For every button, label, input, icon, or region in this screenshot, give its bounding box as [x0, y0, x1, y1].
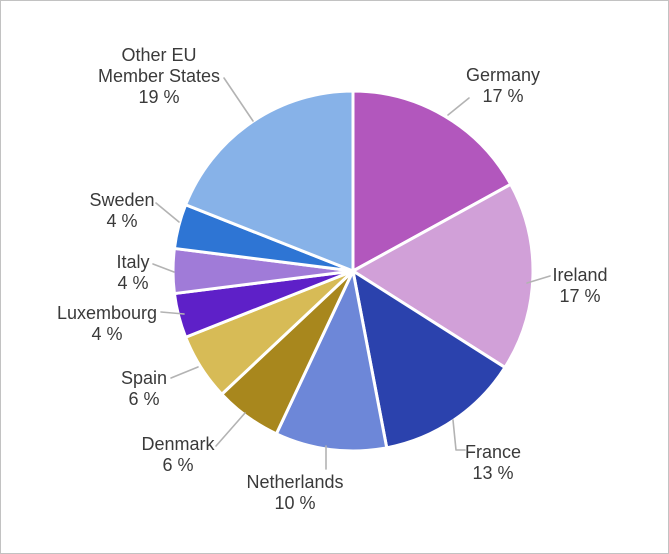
leader-line-sweden	[155, 202, 180, 223]
pie-slices	[171, 89, 535, 453]
slice-label-luxembourg: Luxembourg 4 %	[57, 303, 157, 344]
pie-slice-france	[351, 269, 507, 450]
slice-labels: Germany 17 % Ireland 17 % France 13 % Netherla…	[57, 45, 608, 513]
slice-label-germany: Germany 17 %	[466, 65, 540, 106]
leader-line-luxembourg	[160, 311, 185, 315]
slice-label-netherlands: Netherlands 10 %	[246, 472, 343, 513]
leader-line-spain	[170, 366, 199, 379]
pie-slice-ireland	[351, 182, 535, 369]
pie-slice-netherlands	[274, 269, 389, 453]
slice-label-spain: Spain 6 %	[121, 368, 167, 409]
slice-label-italy: Italy 4 %	[116, 252, 149, 293]
pie-slice-other-eu-member-states	[184, 89, 355, 273]
slice-label-ireland: Ireland 17 %	[552, 265, 607, 306]
slice-label-france: France 13 %	[465, 442, 521, 483]
slice-label-other-eu-member-states: Other EU Member States 19 %	[98, 45, 220, 107]
leader-line-france	[452, 419, 466, 451]
leader-line-denmark	[215, 412, 246, 447]
pie-slice-germany	[351, 89, 513, 273]
leader-line-germany	[447, 97, 470, 116]
leader-line-other-eu-member-states	[223, 77, 254, 122]
slice-label-denmark: Denmark 6 %	[141, 434, 215, 475]
leader-line-italy	[152, 263, 175, 273]
leader-lines	[152, 77, 551, 470]
slice-label-sweden: Sweden 4 %	[89, 190, 154, 231]
leader-line-ireland	[526, 275, 551, 284]
